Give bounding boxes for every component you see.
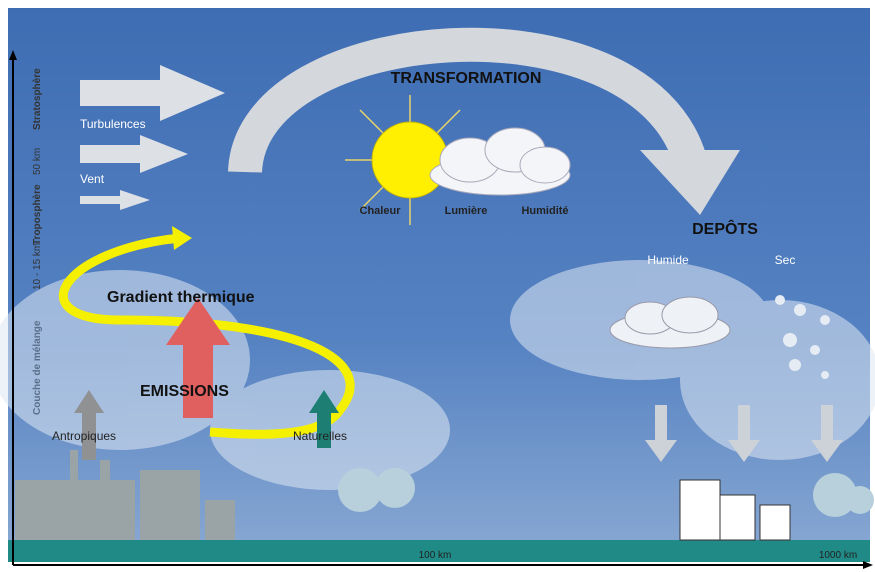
distance-label: 1000 km [819, 550, 857, 561]
altitude-label: 50 km [32, 148, 43, 175]
axis-arrow [863, 561, 873, 569]
deposits-title: DEPÔTS [692, 219, 758, 238]
factor-label: Humidité [521, 205, 568, 217]
factor-label: Lumière [445, 205, 488, 217]
gradient-label: Gradient thermique [107, 289, 255, 306]
altitude-label: Troposphère [32, 184, 43, 245]
altitude-label: Couche de mélange [32, 320, 43, 415]
diagram: TRANSFORMATION Chaleur Lumière Humidité … [0, 0, 875, 572]
transformation-title: TRANSFORMATION [391, 70, 542, 87]
sun [372, 122, 448, 198]
altitude-label: 10 - 15 km [32, 243, 43, 290]
deposit-type: Humide [647, 253, 689, 267]
emissions-title: EMISSIONS [140, 383, 229, 400]
distance-label: 100 km [419, 550, 452, 561]
altitude-label: Stratosphère [32, 68, 43, 130]
deposit-type: Sec [775, 253, 796, 267]
wind-label: Turbulences [80, 117, 146, 131]
emission-source: Antropiques [52, 429, 116, 443]
emission-source: Naturelles [293, 429, 347, 443]
wind-label: Vent [80, 172, 105, 186]
factor-label: Chaleur [360, 205, 402, 217]
